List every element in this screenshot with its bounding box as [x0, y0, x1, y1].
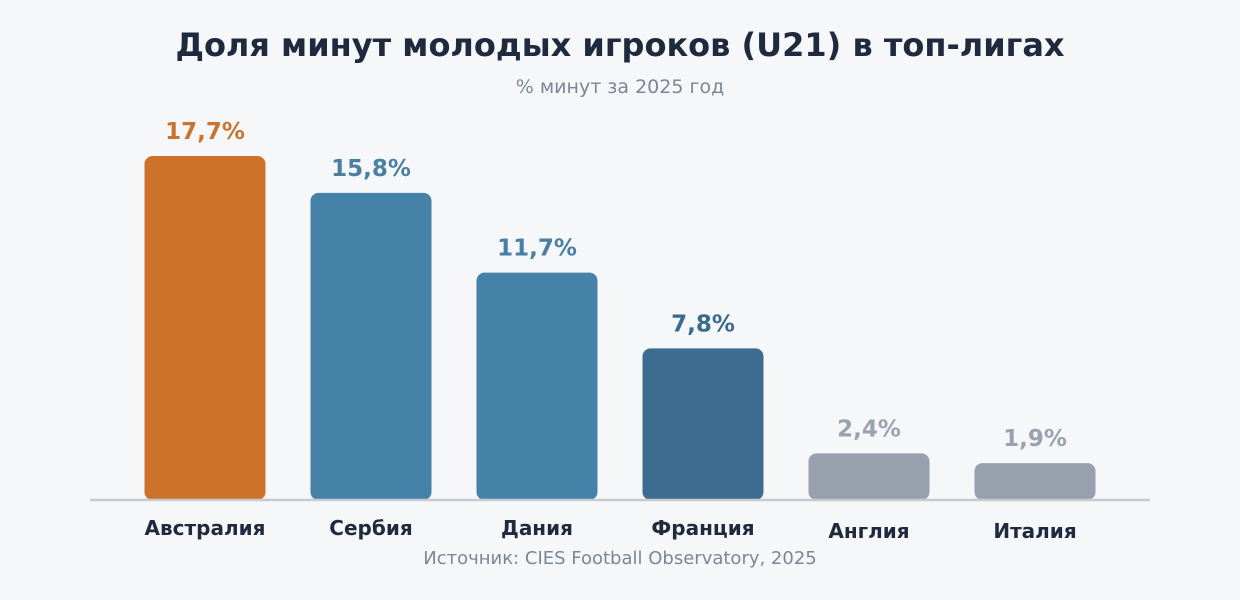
category-label-6: Италия — [993, 519, 1076, 543]
value-label-3: 11,7% — [497, 236, 577, 262]
category-label-2: Сербия — [329, 516, 412, 540]
category-label-5: Англия — [828, 519, 909, 543]
bar-5 — [808, 453, 930, 500]
category-label-3: Дания — [501, 516, 573, 540]
value-label-4: 7,8% — [671, 311, 735, 337]
category-label-4: Франция — [651, 516, 754, 540]
chart-title: Доля минут молодых игроков (U21) в топ-л… — [175, 26, 1065, 64]
bar-3 — [476, 272, 598, 500]
bars-layer — [144, 156, 1096, 500]
value-label-1: 17,7% — [165, 119, 245, 145]
chart-subtitle: % минут за 2025 год — [515, 76, 725, 98]
value-label-5: 2,4% — [837, 416, 901, 442]
bar-6 — [974, 463, 1096, 500]
bar-1 — [144, 156, 266, 500]
value-label-6: 1,9% — [1003, 426, 1067, 452]
category-label-1: Австралия — [145, 516, 266, 540]
value-label-2: 15,8% — [331, 156, 411, 182]
chart-source: Источник: CIES Football Observatory, 202… — [423, 548, 817, 569]
bar-2 — [310, 192, 432, 500]
bar-4 — [642, 348, 764, 500]
labels-layer: 17,7% Австралия 15,8% Сербия 11,7% Дания 7,8% Ф… — [145, 119, 1077, 543]
